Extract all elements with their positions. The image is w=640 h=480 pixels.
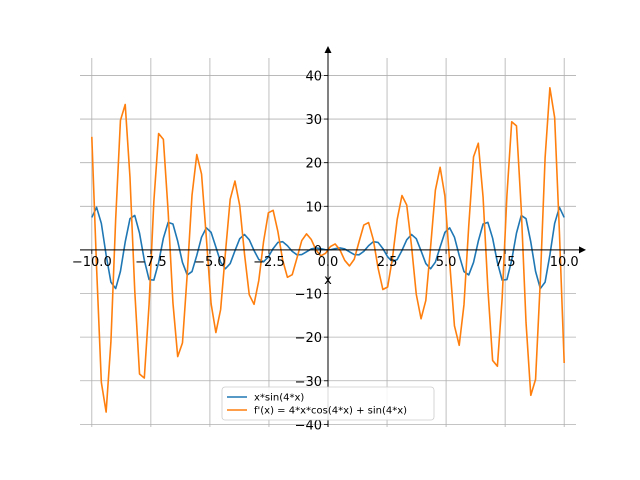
y-tick-label: 10 <box>305 200 322 215</box>
legend-entry: f'(x) = 4*x*cos(4*x) + sin(4*x) <box>254 406 407 417</box>
y-tick-label: 0 <box>314 244 322 259</box>
y-tick-label: −40 <box>295 418 322 433</box>
x-axis-arrow <box>579 246 586 254</box>
y-tick-label: −20 <box>295 331 322 346</box>
y-tick-label: 30 <box>305 113 322 128</box>
x-tick-label: −5.0 <box>194 255 226 270</box>
x-tick-label: 10.0 <box>550 255 579 270</box>
y-tick-label: −30 <box>295 375 322 390</box>
x-tick-label: −7.5 <box>135 255 167 270</box>
legend-box <box>221 386 435 421</box>
x-tick-label: 2.5 <box>377 255 398 270</box>
axes <box>80 46 586 427</box>
y-tick-label: −10 <box>295 288 322 303</box>
x-axis-label: x <box>324 273 332 288</box>
x-tick-label: −10.0 <box>72 255 112 270</box>
legend: x*sin(4*x) f'(x) = 4*x*cos(4*x) + sin(4*x… <box>221 386 435 421</box>
x-tick-label: 7.5 <box>495 255 516 270</box>
x-tick-label: 0.0 <box>318 255 339 270</box>
y-axis-arrow <box>324 46 332 53</box>
x-tick-label: 5.0 <box>436 255 457 270</box>
y-tick-label: 20 <box>305 157 322 172</box>
x-tick-label: −2.5 <box>253 255 285 270</box>
y-tick-label: 40 <box>305 69 322 84</box>
tick-labels: −10.0 −7.5 −5.0 −2.5 0.0 2.5 5.0 7.5 10.0 −40 −30 −… <box>72 69 579 433</box>
legend-entry: x*sin(4*x) <box>254 393 304 404</box>
